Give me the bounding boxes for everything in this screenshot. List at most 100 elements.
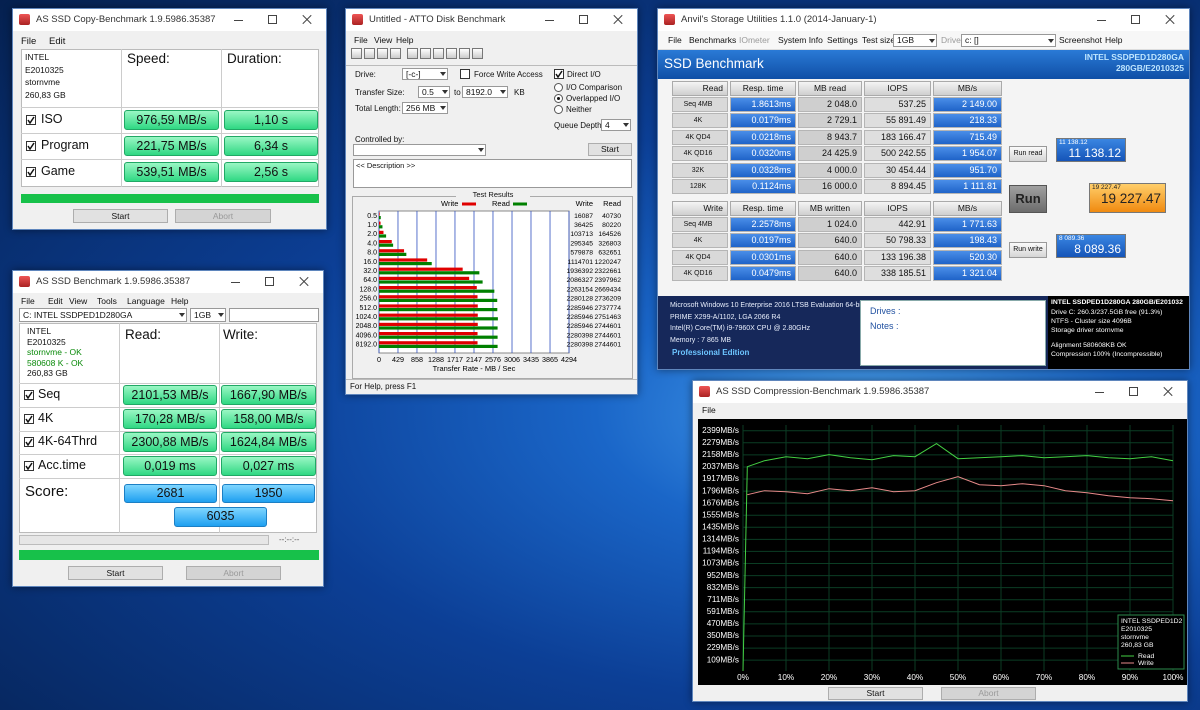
menu-item[interactable]: Tools bbox=[97, 296, 117, 306]
menu-item[interactable]: File bbox=[21, 36, 37, 47]
menu-item[interactable]: View bbox=[374, 35, 393, 45]
read-score: 2681 bbox=[124, 484, 217, 503]
menu-item[interactable]: Edit bbox=[48, 296, 63, 306]
select[interactable]: 256 MB bbox=[402, 102, 448, 114]
toolbar-button[interactable] bbox=[390, 48, 401, 59]
select[interactable]: 1GB bbox=[893, 34, 937, 47]
label: KB bbox=[514, 88, 525, 97]
button[interactable]: Abort bbox=[175, 209, 271, 223]
minimize-button[interactable] bbox=[1097, 20, 1106, 21]
bar bbox=[379, 341, 478, 345]
button[interactable]: Start bbox=[68, 566, 163, 580]
select[interactable]: c: [] bbox=[961, 34, 1056, 47]
checkbox[interactable] bbox=[26, 141, 36, 151]
menu-item[interactable]: Help bbox=[171, 296, 189, 306]
table-value: 103713 bbox=[570, 231, 593, 238]
maximize-button[interactable] bbox=[1129, 387, 1138, 396]
menu-item[interactable]: File bbox=[702, 405, 716, 415]
menu-item[interactable]: Settings bbox=[827, 35, 858, 45]
checkbox[interactable] bbox=[24, 413, 34, 424]
dropdown-arrow bbox=[218, 313, 224, 317]
maximize-button[interactable] bbox=[268, 15, 277, 24]
bar bbox=[379, 298, 498, 302]
button[interactable]: Start bbox=[828, 687, 923, 700]
button[interactable]: Start bbox=[73, 209, 168, 223]
divider bbox=[19, 431, 317, 432]
table-cell: 0.0328ms bbox=[730, 162, 796, 178]
menu-item[interactable]: Help bbox=[1105, 35, 1123, 45]
select[interactable]: [-c-] bbox=[402, 68, 448, 80]
menu-item[interactable]: Language bbox=[127, 296, 165, 306]
checkbox[interactable] bbox=[26, 167, 36, 177]
minimize-button[interactable] bbox=[1095, 392, 1104, 393]
menu-item[interactable]: System Info bbox=[778, 35, 823, 45]
speed-value: 976,59 MB/s bbox=[124, 110, 219, 130]
menu-item[interactable]: File bbox=[668, 35, 682, 45]
menu-item[interactable]: Test size bbox=[862, 35, 896, 45]
table-cell: 640.0 bbox=[798, 233, 862, 249]
toolbar-button[interactable] bbox=[351, 48, 362, 59]
checkbox[interactable] bbox=[460, 69, 470, 79]
toolbar-button[interactable] bbox=[433, 48, 444, 59]
checkbox[interactable] bbox=[24, 437, 34, 448]
total-score: 6035 bbox=[174, 507, 267, 527]
table-value: 2736209 bbox=[595, 296, 622, 303]
select[interactable]: 4 bbox=[601, 119, 631, 131]
checkbox[interactable] bbox=[26, 115, 36, 125]
maximize-button[interactable] bbox=[579, 15, 588, 24]
toolbar-button[interactable] bbox=[420, 48, 431, 59]
maximize-button[interactable] bbox=[1131, 15, 1140, 24]
drive-info: Drive C: 260.3/237.5GB free (91.3%) bbox=[1051, 309, 1163, 316]
bar bbox=[379, 234, 387, 238]
radio-dot[interactable] bbox=[557, 97, 560, 100]
button[interactable]: Start bbox=[588, 143, 632, 156]
radio[interactable] bbox=[554, 94, 563, 103]
select[interactable]: C: INTEL SSDPED1D280GA bbox=[19, 308, 187, 322]
toolbar-button[interactable] bbox=[377, 48, 388, 59]
menu-item[interactable]: Benchmarks bbox=[689, 35, 737, 45]
y-tick-label: 0.5 bbox=[367, 213, 377, 220]
checkbox[interactable] bbox=[24, 461, 34, 472]
bar bbox=[379, 304, 478, 308]
toolbar-button[interactable] bbox=[472, 48, 483, 59]
select[interactable]: 8192.0 bbox=[462, 86, 508, 98]
y-tick-label: 1555MB/s bbox=[702, 510, 739, 519]
minimize-button[interactable] bbox=[545, 20, 554, 21]
column-header: Resp. time bbox=[730, 201, 796, 216]
toolbar-button[interactable] bbox=[364, 48, 375, 59]
bar bbox=[379, 276, 470, 280]
menu-item[interactable]: Help bbox=[396, 35, 414, 45]
text-input[interactable] bbox=[229, 308, 319, 322]
table-cell: 2 729.1 bbox=[798, 113, 862, 129]
menu-item[interactable]: Screenshot bbox=[1059, 35, 1102, 45]
button[interactable]: Abort bbox=[941, 687, 1036, 700]
button[interactable]: Run bbox=[1009, 185, 1047, 213]
menu-item[interactable]: Drive bbox=[941, 35, 961, 45]
radio[interactable] bbox=[554, 105, 563, 114]
series-line bbox=[742, 443, 1174, 672]
menu-item[interactable]: Edit bbox=[49, 36, 66, 47]
select[interactable]: 0.5 bbox=[418, 86, 450, 98]
drive-info: stornvme - OK bbox=[27, 347, 82, 357]
menu-item[interactable]: IOmeter bbox=[739, 35, 770, 45]
minimize-button[interactable] bbox=[231, 282, 240, 283]
radio[interactable] bbox=[554, 83, 563, 92]
select[interactable]: 1GB bbox=[190, 308, 226, 322]
y-tick-label: 2037MB/s bbox=[702, 462, 739, 471]
button[interactable]: Abort bbox=[186, 566, 281, 580]
menu-item[interactable]: File bbox=[21, 296, 35, 306]
divider bbox=[19, 478, 317, 479]
toolbar-button[interactable] bbox=[446, 48, 457, 59]
menu-item[interactable]: View bbox=[69, 296, 88, 306]
select[interactable] bbox=[353, 144, 486, 156]
menu-item[interactable]: File bbox=[354, 35, 368, 45]
checkbox[interactable] bbox=[24, 390, 34, 400]
button[interactable]: Run write bbox=[1009, 242, 1047, 258]
progress-track bbox=[19, 535, 269, 545]
minimize-button[interactable] bbox=[234, 20, 243, 21]
maximize-button[interactable] bbox=[265, 277, 274, 286]
toolbar-button[interactable] bbox=[459, 48, 470, 59]
toolbar-button[interactable] bbox=[407, 48, 418, 59]
checkbox[interactable] bbox=[554, 69, 564, 79]
button[interactable]: Run read bbox=[1009, 146, 1047, 162]
